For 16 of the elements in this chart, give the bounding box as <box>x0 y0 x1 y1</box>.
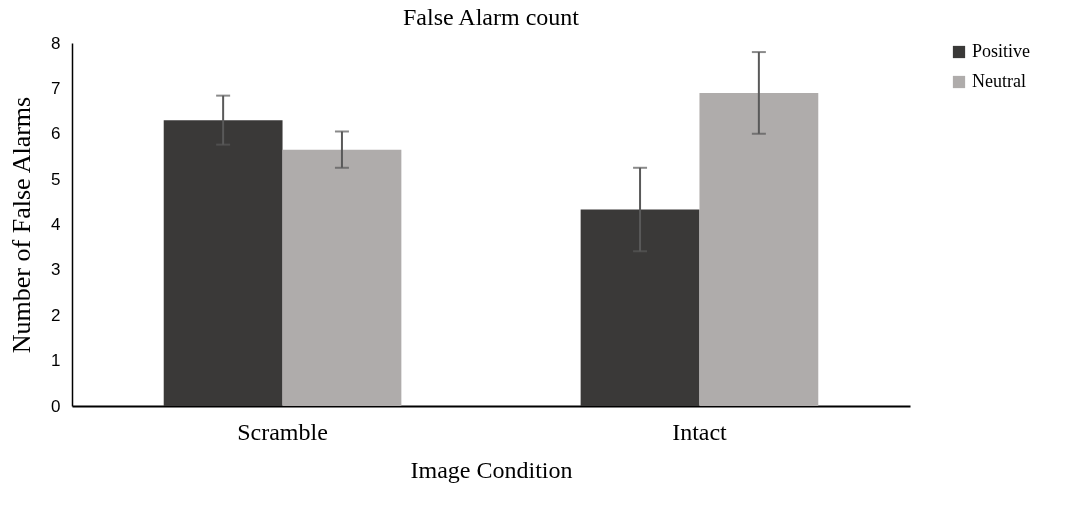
legend-label: Neutral <box>972 71 1026 91</box>
y-tick-label: 4 <box>51 215 61 234</box>
y-tick-label: 8 <box>51 33 61 53</box>
legend-label: Positive <box>972 41 1031 61</box>
y-tick-label: 3 <box>51 260 61 280</box>
y-tick-label: 1 <box>51 351 61 371</box>
y-tick-label: 7 <box>51 78 61 98</box>
chart-title: False Alarm count <box>403 4 580 30</box>
y-tick-label: 5 <box>51 169 61 189</box>
y-axis-title: Number of False Alarms <box>7 96 37 354</box>
x-tick-label: Scramble <box>237 418 328 445</box>
y-tick-label: 6 <box>51 124 61 144</box>
y-tick-label: 2 <box>51 305 61 325</box>
x-axis-title: Image Condition <box>410 456 573 483</box>
y-tick-label: 0 <box>51 396 61 416</box>
x-tick-label: Intact <box>672 418 728 445</box>
